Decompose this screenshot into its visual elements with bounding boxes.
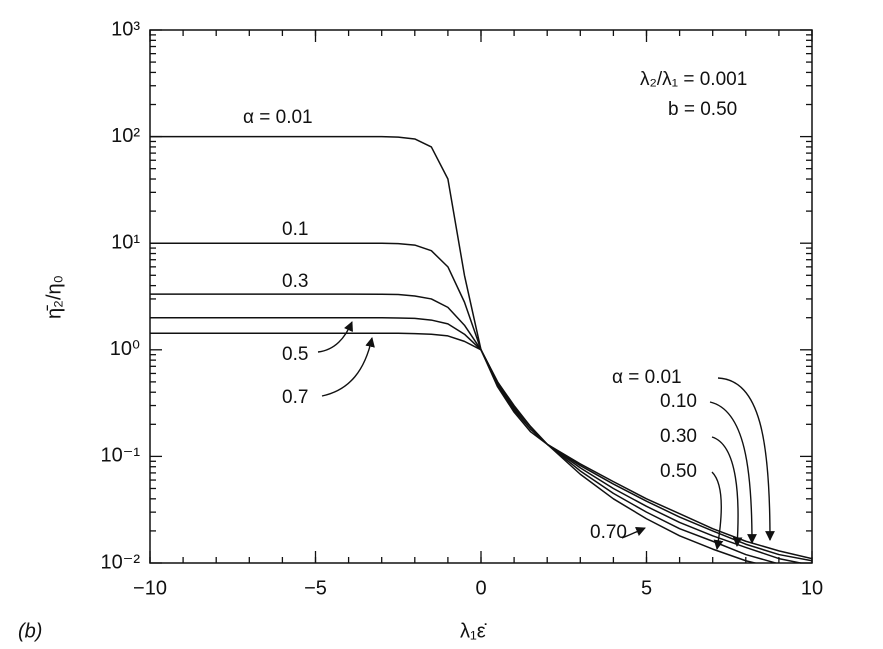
y-tick-label: 10⁻² xyxy=(101,551,141,573)
y-tick-label: 10⁻¹ xyxy=(101,445,141,467)
y-tick-label: 10⁰ xyxy=(110,338,140,360)
x-tick-label: −5 xyxy=(304,577,327,599)
arrow xyxy=(321,337,375,397)
curve-label: 0.1 xyxy=(282,219,308,240)
y-tick-label: 10² xyxy=(111,125,140,147)
line-series xyxy=(150,332,759,563)
line-series xyxy=(150,242,812,562)
x-tick-label: 5 xyxy=(641,577,652,599)
curve-label: 0.30 xyxy=(660,426,697,447)
x-axis-label: λ₁ε̇ xyxy=(460,620,487,642)
plot-area xyxy=(150,135,812,563)
arrow xyxy=(717,377,775,541)
line-series xyxy=(150,293,805,563)
annotation: b = 0.50 xyxy=(668,99,737,120)
arrow xyxy=(709,401,757,544)
curve-label: 0.3 xyxy=(282,271,308,292)
arrow xyxy=(621,526,646,539)
curve-label: α = 0.01 xyxy=(612,367,682,388)
curve-label: 0.10 xyxy=(660,391,697,412)
y-tick-label: 10¹ xyxy=(111,231,140,253)
panel-label: (b) xyxy=(18,620,42,642)
curve-label: 0.7 xyxy=(282,387,308,408)
y-tick-label: 10³ xyxy=(111,18,140,40)
arrow xyxy=(711,471,724,550)
arrow xyxy=(711,436,743,547)
x-tick-label: 10 xyxy=(801,577,823,599)
annotation: λ₂/λ₁ = 0.001 xyxy=(640,69,747,90)
curve-label: α = 0.01 xyxy=(243,107,313,128)
curve-label: 0.50 xyxy=(660,461,697,482)
x-tick-label: −10 xyxy=(133,577,167,599)
y-axis-label: η̄₂/η₀ xyxy=(43,275,65,319)
line-series xyxy=(150,316,779,563)
arrow xyxy=(317,321,353,353)
x-tick-label: 0 xyxy=(475,577,486,599)
curve-label: 0.70 xyxy=(590,522,627,543)
curve-label: 0.5 xyxy=(282,344,308,365)
